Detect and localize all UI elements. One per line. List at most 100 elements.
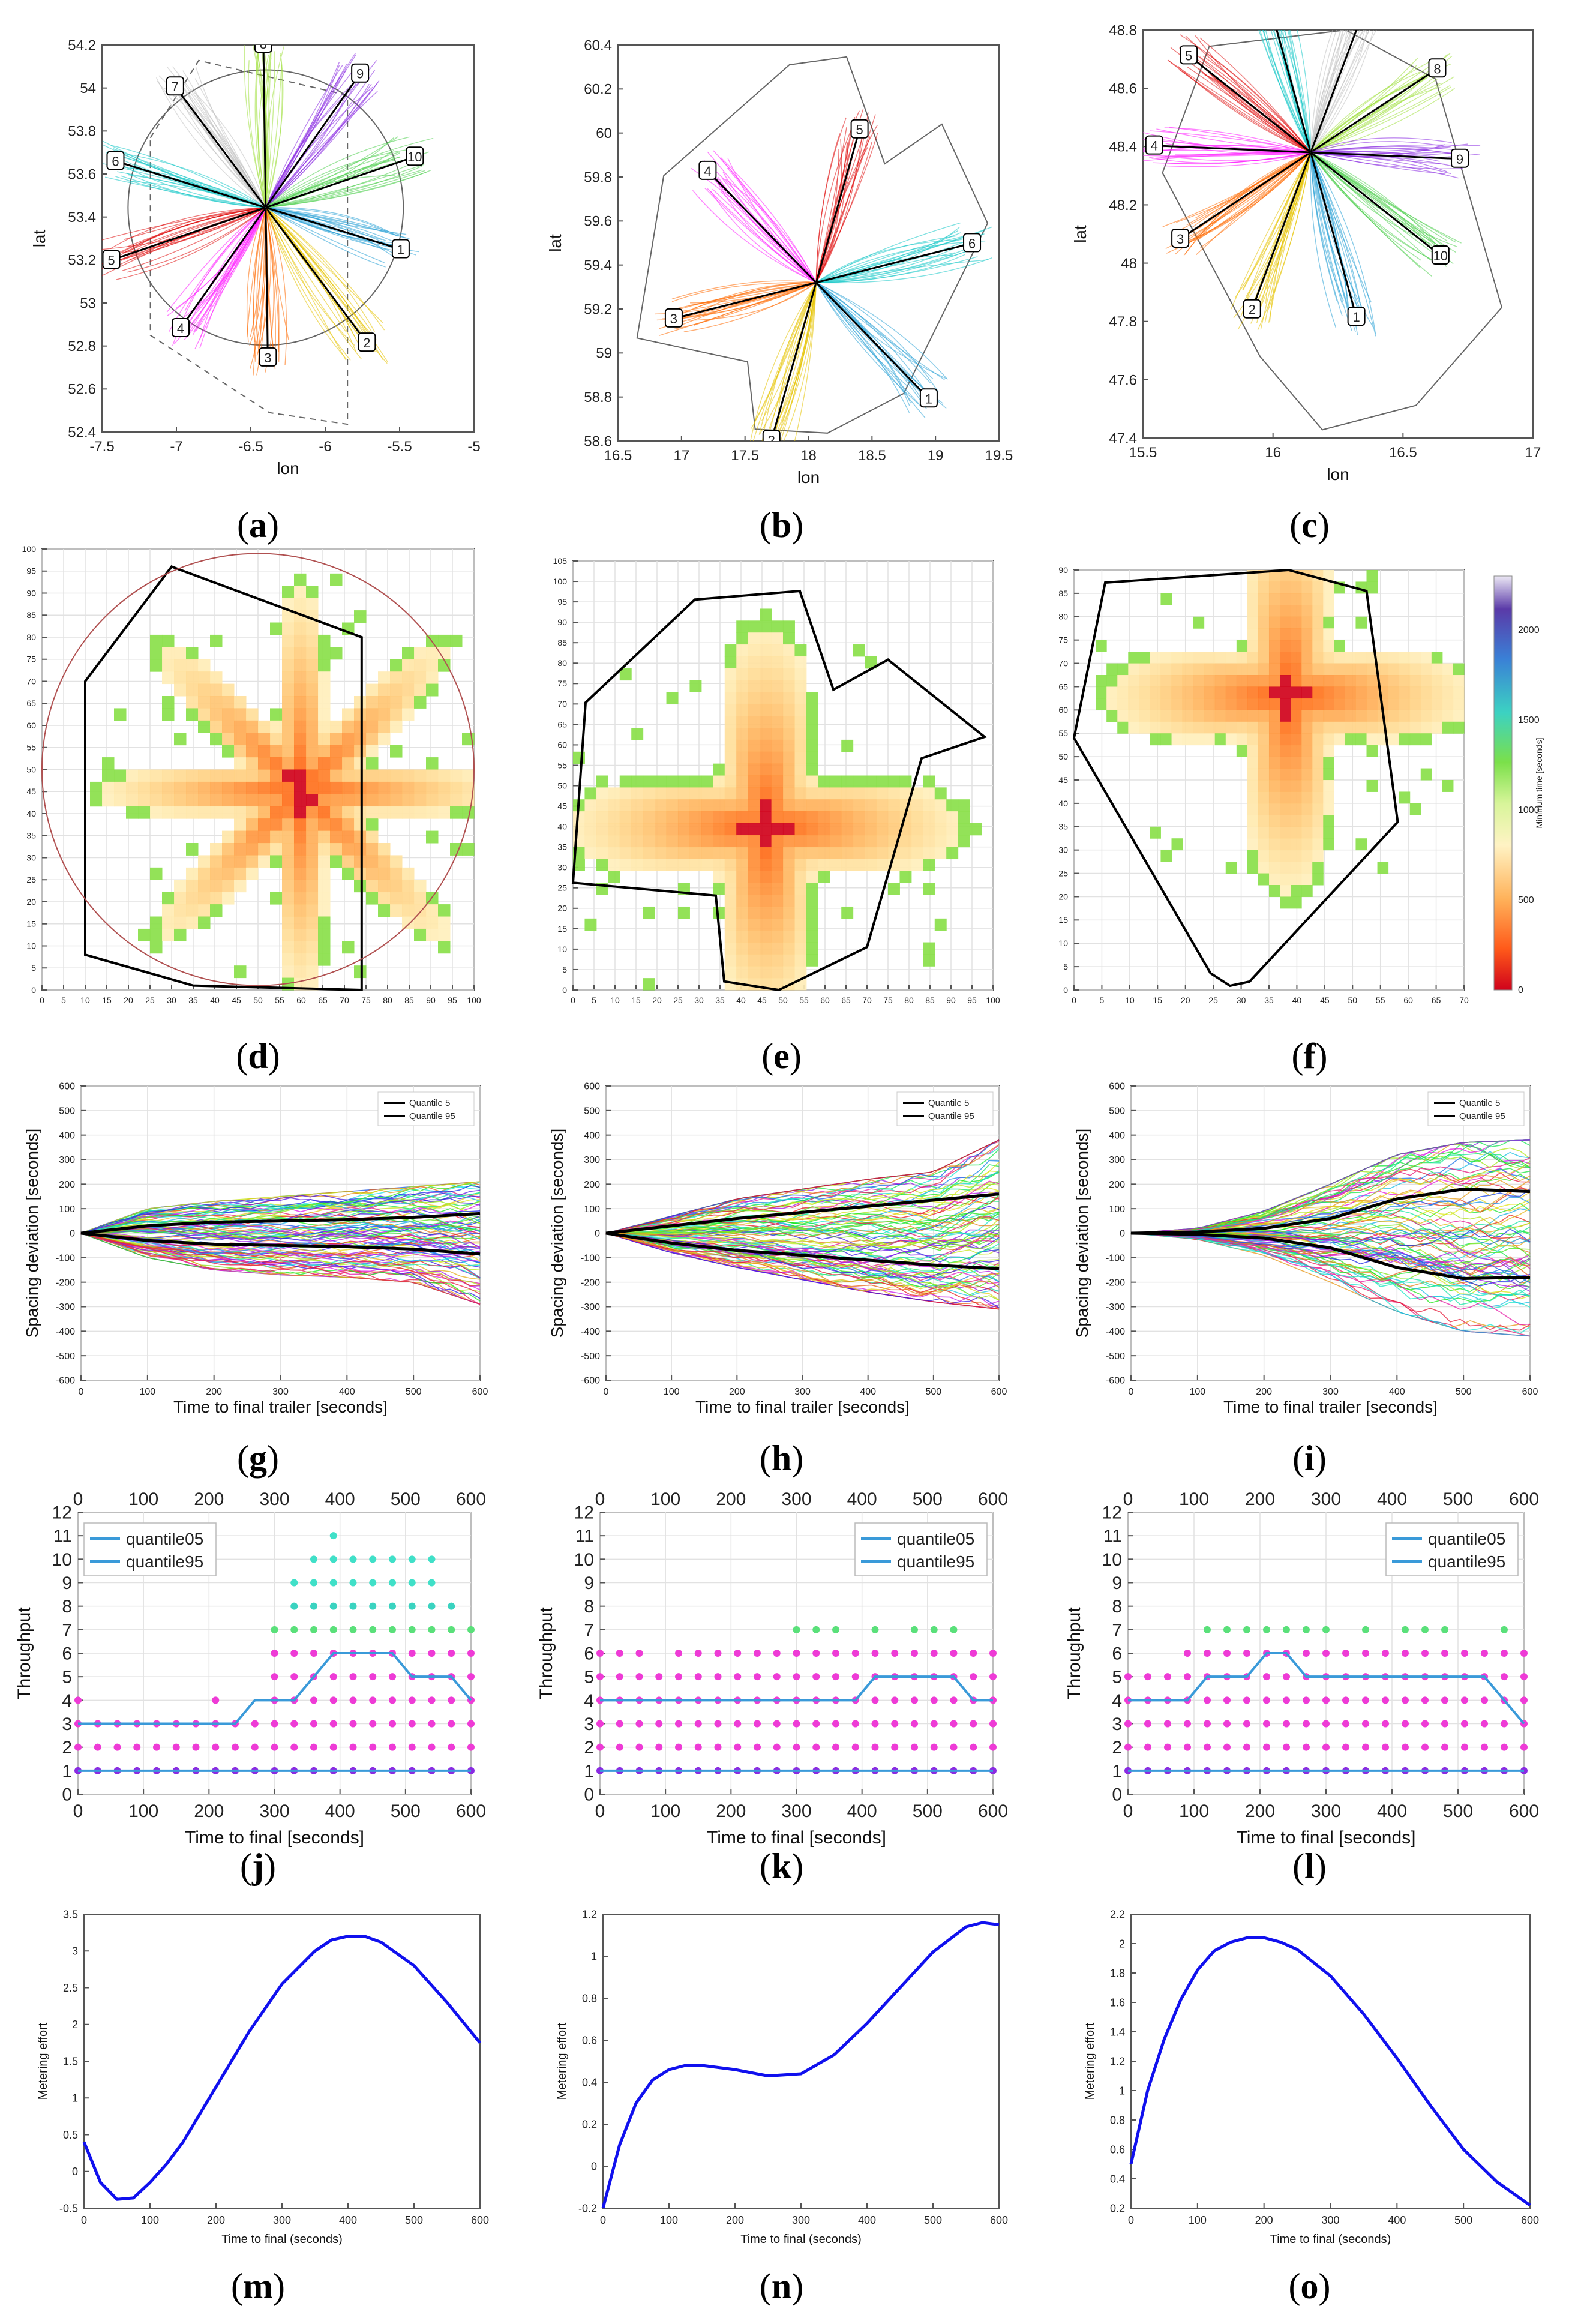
- heatmap-cell: [608, 871, 620, 883]
- throughput-point: [389, 1720, 396, 1728]
- heatmap-cell: [1117, 710, 1129, 722]
- heatmap-cells: [90, 573, 475, 991]
- heatmap-cell: [174, 733, 187, 746]
- heatmap-cell: [771, 811, 784, 824]
- heatmap-cell: [619, 668, 632, 681]
- heatmap-cell: [366, 867, 379, 880]
- heatmap-cell: [282, 965, 295, 979]
- caption-c: (c): [1289, 505, 1330, 545]
- heatmap-cell: [1312, 605, 1324, 617]
- heatmap-cell: [760, 871, 772, 883]
- y-tick-label: -200: [56, 1278, 75, 1288]
- throughput-point: [694, 1650, 702, 1657]
- heatmap-cell: [354, 696, 367, 709]
- heatmap-cell: [783, 763, 795, 776]
- heatmap-cell: [1291, 652, 1302, 664]
- heatmap-cell: [1214, 733, 1226, 746]
- map-panel-c: 15.5 16 16.5 1747.447.647.84848.248.448.648…: [1071, 22, 1541, 484]
- heatmap-cell: [1247, 663, 1259, 676]
- x-top-tick-label: 100: [650, 1489, 680, 1509]
- heatmap-cell: [438, 928, 451, 941]
- throughput-point: [1223, 1626, 1231, 1633]
- heatmap-cell: [402, 708, 415, 721]
- heatmap-cell: [1323, 826, 1334, 839]
- x-tick-label: 300: [794, 1387, 811, 1397]
- heatmap-cell: [366, 696, 379, 709]
- heatmap-cell: [1355, 710, 1367, 722]
- route-label-box: [1145, 135, 1163, 155]
- y-tick-label: -500: [581, 1351, 600, 1362]
- heatmap-cell: [783, 632, 795, 645]
- x-tick-label: 300: [272, 1387, 289, 1397]
- heatmap-cell: [294, 965, 307, 979]
- heatmap-cell: [794, 871, 807, 883]
- heatmap-cell: [771, 620, 784, 633]
- heatmap-cell: [330, 855, 343, 868]
- route-centerline: [1251, 152, 1312, 310]
- heatmap-cell: [354, 757, 367, 770]
- throughput-point: [310, 1602, 317, 1610]
- heatmap-cell: [414, 928, 427, 941]
- throughput-point: [389, 1673, 396, 1681]
- throughput-point: [369, 1602, 377, 1610]
- x-tick-label: 50: [1348, 995, 1357, 1005]
- route-label: 5: [107, 253, 115, 268]
- spacing-trajectory: [605, 1171, 1000, 1234]
- trajectory-bundle-2: 2: [1231, 152, 1312, 331]
- heatmap-cell: [794, 787, 807, 800]
- heatmap-cell: [619, 835, 632, 848]
- spacing-trajectory: [1130, 1233, 1531, 1337]
- throughput-point: [773, 1673, 781, 1681]
- spacing-trajectory: [605, 1233, 1000, 1278]
- heatmap-cell: [911, 859, 923, 871]
- heatmap-cell: [573, 823, 585, 836]
- x-tick-label: 15: [102, 995, 112, 1005]
- heatmap-cell: [198, 659, 211, 672]
- throughput-point: [1204, 1720, 1211, 1728]
- x-tick-label: 85: [404, 995, 414, 1005]
- throughput-point: [290, 1650, 298, 1657]
- heatmap-cell: [354, 965, 367, 979]
- heatmap-cell: [1453, 710, 1465, 722]
- trajectory: [117, 207, 266, 258]
- throughput-point: [1184, 1720, 1191, 1728]
- heatmap-cell: [414, 671, 427, 685]
- x-tick-label: 70: [1459, 995, 1469, 1005]
- heatmap-cell: [114, 781, 127, 794]
- trajectory-bundle-8: 8: [244, 45, 285, 208]
- heatmap-cell: [1214, 721, 1226, 734]
- heatmap-cell: [318, 769, 331, 782]
- heatmap-cell: [573, 859, 585, 871]
- heatmap-cell: [402, 781, 415, 794]
- route-label-box: [391, 239, 410, 259]
- heatmap-cell: [1258, 675, 1270, 687]
- y-axis-label: Spacing deviation [seconds]: [23, 1129, 41, 1338]
- heatmap-cell: [282, 769, 295, 782]
- heatmap-cell: [222, 720, 235, 733]
- heatmap-cell: [1204, 710, 1216, 722]
- throughput-point: [930, 1720, 938, 1728]
- heatmap-cell: [806, 847, 818, 860]
- heatmap-cell: [126, 769, 139, 782]
- route-label: 6: [112, 154, 119, 169]
- heatmap-cell: [186, 671, 199, 685]
- heatmap-cell: [1182, 721, 1194, 734]
- heatmap-cell: [162, 928, 175, 941]
- trajectory: [265, 207, 385, 263]
- heatmap-cell: [760, 739, 772, 752]
- x-tick-label: 400: [858, 2214, 876, 2226]
- throughput-point: [1204, 1650, 1211, 1657]
- heatmap-cell: [666, 823, 679, 836]
- x-tick-label: 500: [1454, 2214, 1472, 2226]
- y-tick-label: 3: [72, 1945, 78, 1957]
- y-tick-label: 53.8: [68, 124, 96, 140]
- heatmap-cell: [1247, 640, 1259, 652]
- throughput-point: [1243, 1696, 1250, 1704]
- heatmap-cell: [736, 775, 749, 788]
- heatmap-cell: [899, 787, 912, 800]
- heatmap-cell: [713, 859, 725, 871]
- heatmap-cell: [794, 751, 807, 764]
- heatmap-cell: [1182, 675, 1194, 687]
- heatmap-cell: [806, 692, 818, 704]
